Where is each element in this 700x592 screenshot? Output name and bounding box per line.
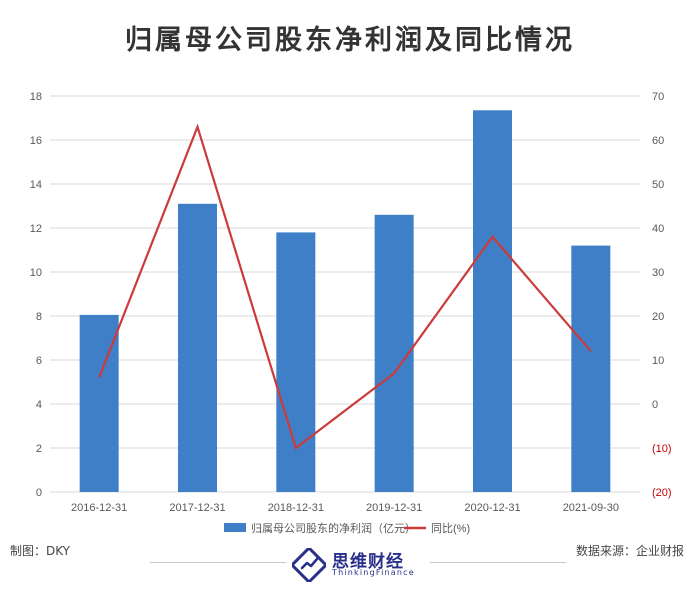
right-tick-label: (10) [652, 443, 672, 455]
brand-logo: 思维财经 ThinkingFinance [292, 546, 432, 586]
legend-bar-swatch [224, 523, 246, 532]
chart-title: 归属母公司股东净利润及同比情况 [125, 25, 575, 56]
x-axis-ticks: 2016-12-31 2017-12-31 2018-12-31 2019-12-31… [71, 502, 619, 514]
x-tick-label: 2018-12-31 [268, 502, 324, 514]
brand-subtitle: ThinkingFinance [332, 568, 415, 577]
grid-lines [50, 95, 640, 493]
bar-series [79, 110, 611, 493]
brand-logo-icon [292, 548, 326, 582]
left-tick-label: 14 [30, 179, 42, 191]
footer-divider-right [430, 562, 566, 563]
right-tick-label: 60 [652, 135, 664, 147]
footer-credit: 制图：DKY [10, 544, 71, 558]
bar [178, 203, 217, 493]
right-tick-label: 0 [652, 399, 658, 411]
brand-name: 思维财经 [332, 552, 404, 572]
left-tick-label: 18 [30, 91, 42, 103]
left-tick-label: 12 [30, 223, 42, 235]
legend-line-label: 同比(%) [431, 522, 470, 535]
bar [473, 110, 512, 493]
left-tick-label: 0 [36, 487, 42, 499]
x-tick-label: 2021-09-30 [563, 502, 619, 514]
bar [571, 245, 611, 492]
right-tick-label: 70 [652, 91, 664, 103]
yoy-line [98, 123, 592, 450]
footer-divider-left [150, 562, 286, 563]
right-axis-ticks: (20) (10) 0 10 20 30 40 50 60 70 [652, 91, 672, 499]
left-tick-label: 2 [36, 443, 42, 455]
footer-source: 数据来源：企业财报 [575, 544, 684, 558]
left-axis-ticks: 0 2 4 6 8 10 12 14 16 18 [30, 91, 42, 499]
left-tick-label: 4 [36, 399, 42, 411]
x-tick-label: 2020-12-31 [464, 502, 520, 514]
right-tick-label: 20 [652, 311, 664, 323]
x-tick-label: 2016-12-31 [71, 502, 127, 514]
right-tick-label: 30 [652, 267, 664, 279]
legend: 归属母公司股东的净利润（亿元） 同比(%) [224, 521, 470, 535]
left-tick-label: 10 [30, 267, 42, 279]
line-series [98, 123, 592, 450]
right-tick-label: (20) [652, 487, 672, 499]
x-tick-label: 2019-12-31 [366, 502, 422, 514]
right-tick-label: 10 [652, 355, 664, 367]
right-tick-label: 40 [652, 223, 664, 235]
right-tick-label: 50 [652, 179, 664, 191]
bar [276, 232, 316, 492]
x-tick-label: 2017-12-31 [169, 502, 225, 514]
left-tick-label: 8 [36, 311, 42, 323]
legend-bar-label: 归属母公司股东的净利润（亿元） [251, 521, 416, 535]
left-tick-label: 6 [36, 355, 42, 367]
left-tick-label: 16 [30, 135, 42, 147]
